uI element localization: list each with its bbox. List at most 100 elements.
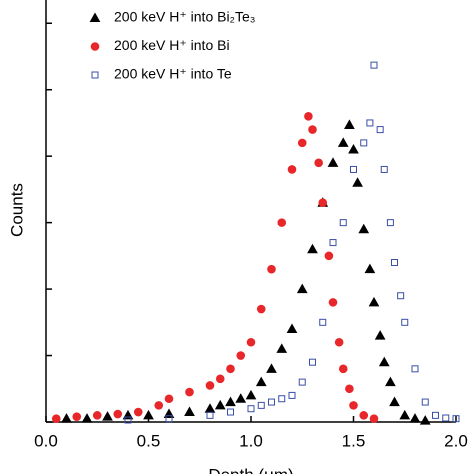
marker [401, 318, 409, 326]
marker [133, 407, 143, 417]
marker [143, 409, 154, 420]
marker [345, 384, 354, 394]
marker [268, 398, 275, 406]
marker [102, 411, 113, 421]
marker [352, 177, 363, 187]
marker [319, 318, 327, 326]
marker [296, 283, 308, 294]
marker [344, 119, 355, 129]
marker [421, 398, 429, 406]
marker [339, 219, 347, 227]
marker [432, 411, 439, 419]
marker [215, 374, 225, 384]
x-tick-label: 0.5 [137, 431, 161, 450]
marker [185, 387, 194, 397]
marker [324, 251, 334, 261]
marker [328, 298, 338, 307]
legend: 200 keV H⁺ into Bi₂Te₃ 200 keV H⁺ into Bi… [89, 9, 255, 82]
marker [246, 337, 256, 347]
marker [391, 259, 398, 267]
marker [452, 415, 460, 423]
legend-label: 200 keV H⁺ into Bi [114, 37, 230, 53]
series [124, 61, 460, 424]
marker [318, 198, 328, 207]
marker [338, 364, 348, 374]
marker [348, 144, 359, 154]
marker [409, 413, 421, 423]
marker [124, 416, 132, 424]
marker [359, 411, 369, 420]
marker [419, 415, 431, 425]
y-axis-label: Counts [7, 183, 26, 237]
marker [278, 395, 286, 403]
marker [154, 401, 164, 410]
series [61, 119, 431, 425]
marker [369, 414, 379, 423]
marker [411, 365, 419, 373]
marker [314, 158, 323, 168]
marker [92, 411, 102, 420]
legend-label: 200 keV H⁺ into Bi₂Te₃ [114, 9, 255, 25]
x-tick-label: 2.0 [444, 431, 468, 450]
marker [309, 358, 316, 366]
marker [184, 406, 195, 417]
marker [374, 330, 386, 340]
marker [276, 343, 288, 353]
marker [165, 415, 173, 423]
x-tick-label: 0.0 [34, 431, 58, 450]
marker [164, 394, 174, 404]
marker [389, 396, 400, 407]
marker [385, 376, 396, 387]
marker [267, 264, 276, 274]
marker [226, 364, 235, 374]
marker [329, 239, 337, 247]
marker [91, 71, 99, 79]
marker [386, 219, 394, 227]
marker [366, 119, 374, 127]
marker [349, 401, 358, 410]
marker [360, 139, 368, 147]
marker [257, 401, 265, 409]
marker [378, 356, 390, 367]
marker [277, 218, 287, 227]
marker [399, 409, 411, 420]
marker [297, 138, 307, 148]
marker [358, 223, 370, 234]
marker [368, 296, 380, 307]
marker [286, 323, 298, 333]
marker [72, 412, 82, 421]
marker [236, 351, 246, 360]
marker [204, 403, 216, 413]
marker [61, 413, 72, 423]
marker [90, 42, 100, 51]
marker [308, 125, 317, 134]
marker [256, 304, 266, 314]
marker [89, 12, 101, 22]
marker [304, 111, 313, 121]
marker [225, 396, 236, 407]
marker [334, 337, 344, 347]
marker [380, 165, 388, 173]
marker [364, 263, 376, 274]
marker [255, 376, 267, 387]
marker [227, 408, 234, 416]
marker [350, 165, 357, 173]
marker [327, 157, 339, 167]
x-axis-label: Depth (μm) [208, 465, 293, 474]
marker [266, 363, 277, 373]
marker [247, 405, 255, 413]
marker [376, 126, 384, 134]
marker [235, 393, 247, 403]
marker [298, 378, 306, 386]
marker [51, 414, 61, 423]
series [51, 111, 379, 423]
marker [397, 292, 405, 300]
marker [370, 61, 378, 69]
marker [113, 409, 123, 419]
legend-label: 200 keV H⁺ into Te [114, 66, 232, 82]
marker [337, 137, 349, 147]
marker [81, 413, 93, 423]
marker [307, 243, 318, 254]
